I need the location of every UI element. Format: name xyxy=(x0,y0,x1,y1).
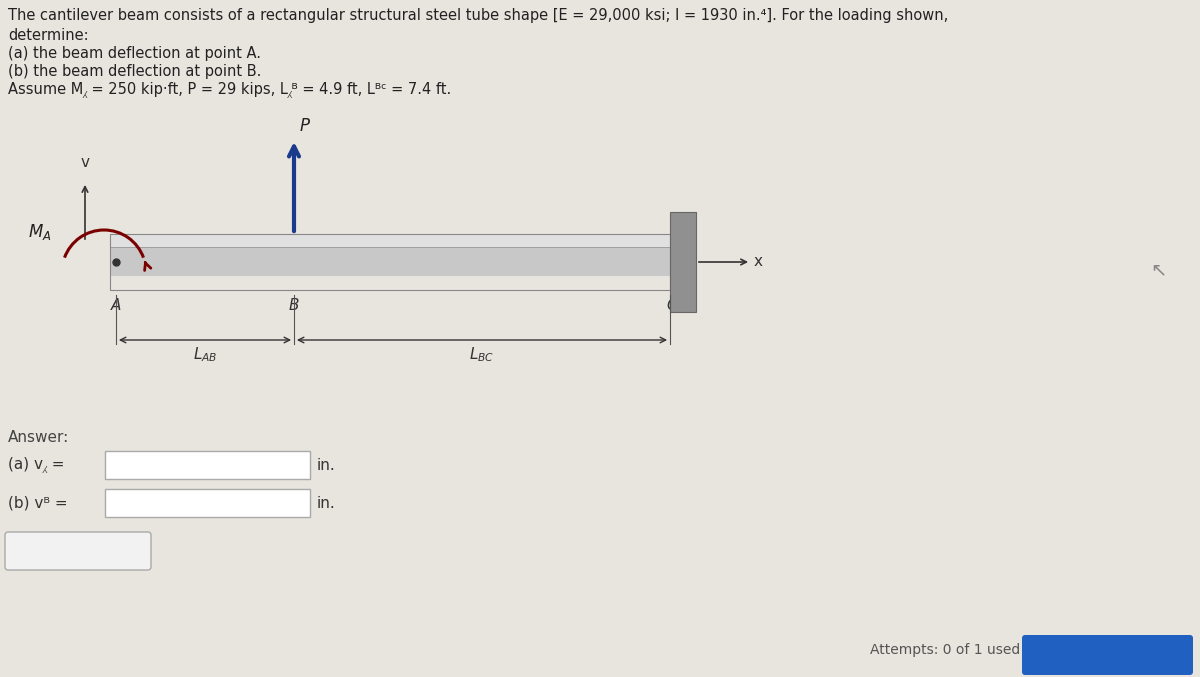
Text: The cantilever beam consists of a rectangular structural steel tube shape [E = 2: The cantilever beam consists of a rectan… xyxy=(8,8,948,23)
Text: (a) v⁁ =: (a) v⁁ = xyxy=(8,457,65,473)
Text: $L_{BC}$: $L_{BC}$ xyxy=(469,345,494,364)
Text: C: C xyxy=(666,298,677,313)
Text: (b) vᴮ =: (b) vᴮ = xyxy=(8,496,67,510)
Text: (a) the beam deflection at point A.: (a) the beam deflection at point A. xyxy=(8,46,262,61)
Bar xyxy=(110,234,670,290)
Text: A: A xyxy=(110,298,121,313)
Text: in.: in. xyxy=(317,458,336,473)
Text: determine:: determine: xyxy=(8,28,89,43)
Text: Answer:: Answer: xyxy=(8,430,70,445)
FancyBboxPatch shape xyxy=(1022,635,1193,675)
Bar xyxy=(106,489,310,517)
Bar xyxy=(110,234,670,246)
Bar xyxy=(106,451,310,479)
FancyBboxPatch shape xyxy=(5,532,151,570)
Text: (b) the beam deflection at point B.: (b) the beam deflection at point B. xyxy=(8,64,262,79)
Bar xyxy=(110,248,670,276)
Text: Assume M⁁ = 250 kip·ft, P = 29 kips, L⁁ᴮ = 4.9 ft, Lᴮᶜ = 7.4 ft.: Assume M⁁ = 250 kip·ft, P = 29 kips, L⁁ᴮ… xyxy=(8,82,451,98)
Text: $L_{AB}$: $L_{AB}$ xyxy=(193,345,217,364)
Text: Attempts: 0 of 1 used: Attempts: 0 of 1 used xyxy=(870,643,1020,657)
Text: x: x xyxy=(754,255,763,269)
Text: v: v xyxy=(82,155,90,170)
Text: P: P xyxy=(300,117,310,135)
Text: $M_A$: $M_A$ xyxy=(29,222,52,242)
Text: Submit Answer: Submit Answer xyxy=(1044,647,1170,663)
Text: in.: in. xyxy=(317,496,336,510)
Bar xyxy=(110,234,670,248)
Bar xyxy=(670,212,696,312)
Text: Save for Later: Save for Later xyxy=(29,544,127,558)
Text: ↖: ↖ xyxy=(1150,260,1166,279)
Text: B: B xyxy=(289,298,299,313)
